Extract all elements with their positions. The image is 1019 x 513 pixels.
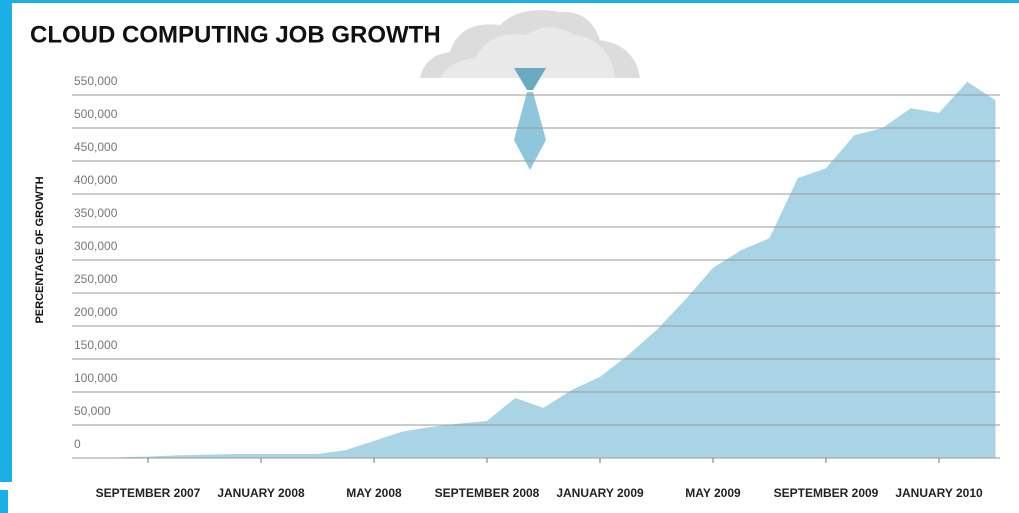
x-tick-label: MAY 2009 xyxy=(685,486,741,500)
y-tick-label: 200,000 xyxy=(74,305,118,319)
cloud xyxy=(420,10,640,78)
y-tick-label: 50,000 xyxy=(74,404,111,418)
frame-corner xyxy=(0,490,8,513)
tie xyxy=(514,68,546,170)
y-axis-label: PERCENTAGE OF GROWTH xyxy=(34,176,46,323)
chart-title: CLOUD COMPUTING JOB GROWTH xyxy=(30,21,441,48)
y-tick-label: 300,000 xyxy=(74,239,118,253)
frame-top xyxy=(0,0,1019,3)
y-tick-label: 150,000 xyxy=(74,338,118,352)
y-tick-label: 400,000 xyxy=(74,173,118,187)
y-tick-label: 550,000 xyxy=(74,74,118,88)
y-tick-label: 100,000 xyxy=(74,371,118,385)
y-tick-label: 450,000 xyxy=(74,140,118,154)
frame-left xyxy=(0,0,12,482)
y-tick-label: 0 xyxy=(74,437,81,451)
x-tick-label: SEPTEMBER 2008 xyxy=(435,486,540,500)
y-tick-label: 250,000 xyxy=(74,272,118,286)
area xyxy=(91,81,996,459)
y-tick-label: 500,000 xyxy=(74,107,118,121)
x-tick-label: JANUARY 2010 xyxy=(895,486,983,500)
x-tick-label: JANUARY 2009 xyxy=(556,486,644,500)
x-tick-label: JANUARY 2008 xyxy=(217,486,305,500)
x-tick-label: SEPTEMBER 2009 xyxy=(774,486,879,500)
x-tick-label: MAY 2008 xyxy=(346,486,402,500)
y-tick-label: 350,000 xyxy=(74,206,118,220)
x-tick-label: SEPTEMBER 2007 xyxy=(96,486,201,500)
